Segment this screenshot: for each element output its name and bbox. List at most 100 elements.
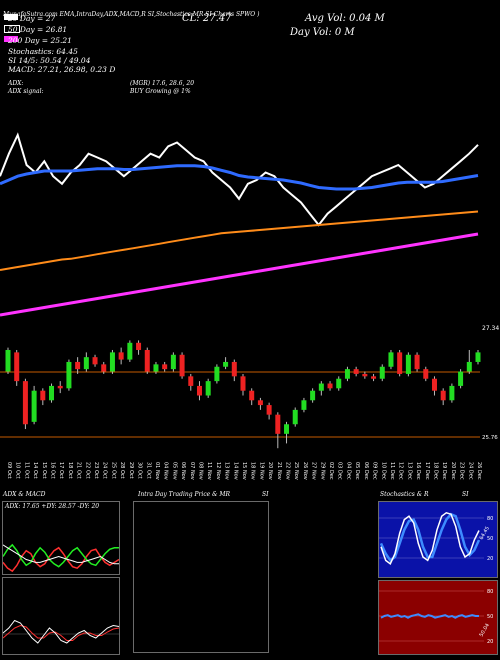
adx-chart — [3, 543, 119, 573]
candle-body — [423, 369, 429, 379]
x-tick-label: 24 Oct — [102, 462, 108, 479]
x-tick-label: 02 Dec — [328, 462, 334, 480]
candle-body — [75, 361, 81, 370]
x-tick-label: 07 Nov — [189, 462, 195, 480]
header-line: MunafaSutra.com EMA,IntraDay,ADX,MACD,R … — [3, 11, 259, 18]
adx-line — [3, 544, 119, 565]
candle-body — [275, 414, 281, 434]
x-tick-label: 14 Nov — [232, 462, 238, 480]
adx-macd-title: ADX & MACD — [3, 491, 46, 498]
stoch-tick-80: 80 — [487, 516, 493, 522]
rsi-tick-50: 50 — [487, 614, 493, 620]
intraday-si: SI — [262, 491, 269, 498]
candle-body — [301, 400, 307, 410]
x-tick-label: 29 Oct — [128, 462, 134, 479]
stochastics-chart: 80 50 20 64.45 — [379, 511, 493, 565]
adx-values: ADX: 17.65 +DY: 28.57 -DY: 20 — [5, 503, 100, 510]
candle-body — [249, 390, 255, 401]
ma200-label: 200 Day = 25.21 — [8, 36, 72, 45]
x-tick-label: 20 Nov — [267, 462, 273, 480]
price-right-label: 27.34 — [482, 325, 499, 332]
x-tick-label: 12 Dec — [398, 462, 404, 480]
adx-plus-line — [3, 543, 119, 568]
candle-body — [40, 390, 46, 401]
candle-body — [336, 378, 342, 389]
x-tick-label: 18 Oct — [67, 462, 73, 479]
candle-body — [31, 390, 37, 422]
candle-body — [83, 357, 89, 370]
candle-body — [266, 405, 272, 415]
intraday-title: Intra Day Trading Price & MR — [138, 491, 231, 498]
series-line-close — [0, 132, 479, 227]
x-tick-label: 31 Oct — [145, 462, 151, 479]
x-tick-label: 11 Dec — [389, 462, 395, 480]
rsi-value-label: 50.04 — [479, 623, 491, 638]
candle-body — [14, 352, 20, 382]
x-tick-label: 19 Dec — [441, 462, 447, 480]
x-tick-label: 09 Oct — [6, 462, 12, 479]
adx-label: ADX: — [8, 80, 24, 87]
x-tick-label: 15 Oct — [41, 462, 47, 479]
x-tick-label: 21 Nov — [276, 462, 282, 480]
candle-body — [109, 352, 115, 372]
candle-body — [353, 369, 359, 374]
candle-body — [318, 383, 324, 391]
x-tick-label: 18 Dec — [432, 462, 438, 480]
candle-body — [136, 342, 142, 350]
header-line-text: MunafaSutra.com EMA,IntraDay,ADX,MACD,R … — [3, 11, 260, 18]
x-tick-label: 22 Oct — [84, 462, 90, 479]
rsi-tick-20: 20 — [487, 639, 493, 645]
x-tick-label: 10 Oct — [15, 462, 21, 479]
x-tick-label: 25 Nov — [293, 462, 299, 480]
x-tick-label: 21 Oct — [76, 462, 82, 479]
x-tick-label: 20 Dec — [450, 462, 456, 480]
adx-minus-line — [3, 546, 119, 573]
candle-body — [327, 383, 333, 389]
candle-body — [362, 373, 368, 377]
ma50-label: 50 Day = 26.81 — [8, 25, 68, 34]
macd-label: MACD: 27.21, 26.98, 0.23 D — [8, 65, 116, 74]
candle-body — [344, 369, 350, 379]
x-tick-label: 01 Nov — [154, 462, 160, 480]
x-tick-label: 17 Dec — [424, 462, 430, 480]
ma200-swatch — [4, 36, 18, 42]
stoch-tick-20: 20 — [487, 556, 493, 562]
candle-body — [101, 364, 107, 372]
x-tick-label: 16 Dec — [415, 462, 421, 480]
candle-body — [188, 376, 194, 386]
adx-panel: ADX: 17.65 +DY: 28.57 -DY: 20 — [2, 501, 120, 575]
stoch-k-line — [380, 511, 480, 565]
close-price: CL: 27.47 — [182, 13, 232, 24]
x-tick-label: 04 Nov — [163, 462, 169, 480]
series-line-ema-magenta — [0, 232, 479, 317]
candle-body — [205, 381, 211, 396]
intraday-panel — [133, 501, 269, 653]
x-tick-label: 06 Dec — [363, 462, 369, 480]
x-tick-label: 24 Dec — [467, 462, 473, 480]
candle-body — [179, 354, 185, 377]
candle-body — [231, 361, 237, 377]
candle-body — [170, 354, 176, 370]
day-volume: Day Vol: 0 M — [290, 27, 355, 38]
x-tick-label: 29 Nov — [319, 462, 325, 480]
candle-body — [292, 409, 298, 425]
x-tick-label: 17 Oct — [58, 462, 64, 479]
candle-body — [371, 376, 377, 379]
candle-body — [431, 378, 437, 391]
candle-body — [153, 364, 159, 372]
mgr-label: (MGR) 17.6, 28.6, 20 — [130, 80, 195, 87]
x-tick-label: 26 Dec — [476, 462, 482, 480]
rsi-line — [380, 613, 479, 619]
ma20-swatch — [4, 14, 18, 20]
candle-body — [310, 390, 316, 401]
date-axis: 09 Oct 10 Oct 11 Oct 14 Oct 15 Oct 16 Oct 17 O… — [6, 462, 482, 480]
ma20-label: 20 Day = 27 — [8, 14, 56, 23]
x-tick-label: 11 Oct — [23, 462, 29, 479]
candle-body — [458, 371, 464, 386]
candle-body — [405, 354, 411, 374]
series-line-ema-orange — [0, 210, 479, 271]
x-tick-label: 13 Dec — [406, 462, 412, 480]
candle-body — [240, 376, 246, 391]
x-tick-label: 22 Nov — [285, 462, 291, 480]
x-tick-label: 18 Nov — [250, 462, 256, 480]
